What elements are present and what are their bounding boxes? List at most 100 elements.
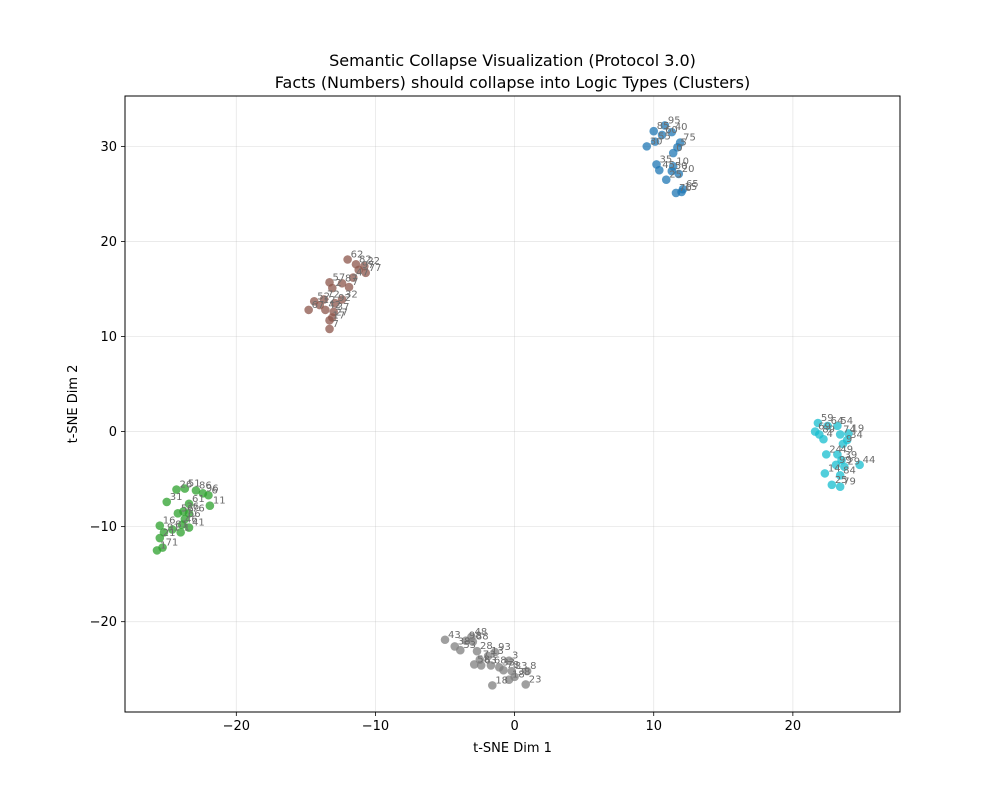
data-point-label: 32 bbox=[345, 289, 358, 300]
data-point-label: 85 bbox=[657, 121, 670, 132]
data-point-label: 63 bbox=[484, 655, 497, 666]
y-tick-label: 10 bbox=[100, 330, 117, 345]
data-point bbox=[827, 480, 837, 490]
data-point bbox=[176, 528, 185, 537]
data-point-label: 58 bbox=[477, 654, 490, 665]
data-point-label: 97 bbox=[362, 260, 375, 271]
data-point-label: 44 bbox=[863, 455, 876, 466]
data-point bbox=[855, 460, 864, 470]
x-tick-label: 10 bbox=[645, 719, 662, 734]
data-point bbox=[521, 680, 531, 689]
data-point bbox=[354, 265, 364, 275]
y-tick-label: −20 bbox=[90, 615, 117, 630]
y-tick-label: −10 bbox=[90, 520, 117, 535]
data-point-label: 91 bbox=[167, 522, 180, 533]
data-point-label: 47 bbox=[356, 268, 369, 279]
data-point-label: 77 bbox=[369, 263, 382, 274]
data-point-label: 79 bbox=[843, 477, 856, 488]
data-points bbox=[152, 121, 864, 690]
data-point-label: 36 bbox=[186, 501, 199, 512]
data-point-label: 8 bbox=[530, 661, 536, 672]
data-point-label: 65 bbox=[686, 179, 699, 190]
data-point-label: 64 bbox=[831, 416, 844, 427]
data-point-label: 30 bbox=[650, 136, 663, 147]
data-point bbox=[833, 421, 842, 431]
data-point-label: 29 bbox=[847, 457, 860, 468]
data-point-label: 12 bbox=[323, 295, 336, 306]
data-point bbox=[337, 278, 347, 288]
data-point bbox=[642, 142, 652, 151]
data-point-label: 89 bbox=[822, 424, 835, 435]
data-point bbox=[155, 533, 165, 543]
data-point-label: 40 bbox=[675, 122, 688, 133]
data-point bbox=[654, 165, 664, 175]
data-point bbox=[472, 646, 482, 656]
data-point-label: 83 bbox=[515, 661, 528, 672]
data-point-label: 50 bbox=[675, 161, 688, 172]
data-point bbox=[476, 661, 486, 670]
data-point-label: 57 bbox=[333, 272, 346, 283]
data-point-label: 4 bbox=[826, 429, 832, 440]
data-point bbox=[469, 660, 479, 669]
data-point bbox=[650, 137, 660, 146]
data-point bbox=[844, 429, 853, 438]
data-point bbox=[835, 470, 845, 480]
data-point bbox=[668, 148, 678, 158]
data-point-label: 6 bbox=[211, 485, 217, 496]
data-point-label: 7 bbox=[333, 319, 339, 330]
data-point bbox=[823, 421, 832, 431]
data-point-label: 66 bbox=[188, 509, 201, 520]
data-point bbox=[191, 486, 201, 495]
data-point bbox=[325, 316, 334, 325]
data-point-label: 84 bbox=[843, 465, 856, 476]
data-point-label: 5 bbox=[680, 137, 686, 148]
data-point-label: 11 bbox=[213, 496, 226, 507]
data-point bbox=[330, 298, 340, 308]
data-point-label: 96 bbox=[206, 483, 219, 494]
data-point-label: 15 bbox=[685, 182, 698, 193]
x-axis-label: t-SNE Dim 1 bbox=[473, 741, 552, 756]
data-point-label: 55 bbox=[658, 132, 671, 143]
data-point bbox=[304, 305, 313, 315]
data-point-label: 45 bbox=[662, 160, 675, 171]
data-point-label: 78 bbox=[506, 660, 519, 671]
data-point bbox=[661, 175, 671, 184]
data-point bbox=[321, 305, 330, 315]
x-tick-label: −20 bbox=[223, 719, 250, 734]
data-point-label: 46 bbox=[185, 515, 198, 526]
data-point bbox=[152, 546, 162, 555]
data-point bbox=[831, 460, 841, 470]
data-point-label: 71 bbox=[166, 538, 179, 549]
data-point-label: 95 bbox=[668, 115, 681, 126]
data-point-label: 13 bbox=[491, 646, 504, 657]
data-point bbox=[184, 523, 194, 532]
y-axis-label: t-SNE Dim 2 bbox=[66, 365, 81, 444]
data-point-label: 52 bbox=[317, 291, 330, 302]
data-point bbox=[667, 166, 677, 176]
data-point bbox=[649, 126, 659, 136]
y-tick-label: 20 bbox=[100, 235, 117, 250]
data-point-label: 17 bbox=[333, 310, 346, 321]
chart-title: Semantic Collapse Visualization (Protoco… bbox=[329, 51, 696, 70]
data-point bbox=[468, 637, 478, 646]
data-point-label: 76 bbox=[192, 503, 205, 514]
data-point-label: 28 bbox=[480, 641, 493, 652]
data-point-label: 81 bbox=[175, 519, 188, 530]
data-point bbox=[490, 647, 500, 657]
data-point-label: 51 bbox=[188, 479, 201, 490]
data-point bbox=[180, 484, 190, 493]
data-point-label: 10 bbox=[676, 156, 689, 167]
data-point-label: 26 bbox=[179, 480, 192, 491]
data-point-label: 93 bbox=[498, 642, 511, 653]
data-point bbox=[819, 434, 828, 444]
data-point-label: 48 bbox=[474, 627, 487, 638]
data-point-label: 23 bbox=[529, 674, 542, 685]
data-point-label: 16 bbox=[163, 516, 176, 527]
data-point bbox=[162, 497, 172, 507]
data-point-label: 70 bbox=[679, 183, 692, 194]
data-point-label: 31 bbox=[170, 492, 183, 503]
data-point-label: 62 bbox=[351, 250, 364, 261]
data-point-label: 82 bbox=[359, 254, 372, 265]
data-point-label: 14 bbox=[828, 463, 841, 474]
